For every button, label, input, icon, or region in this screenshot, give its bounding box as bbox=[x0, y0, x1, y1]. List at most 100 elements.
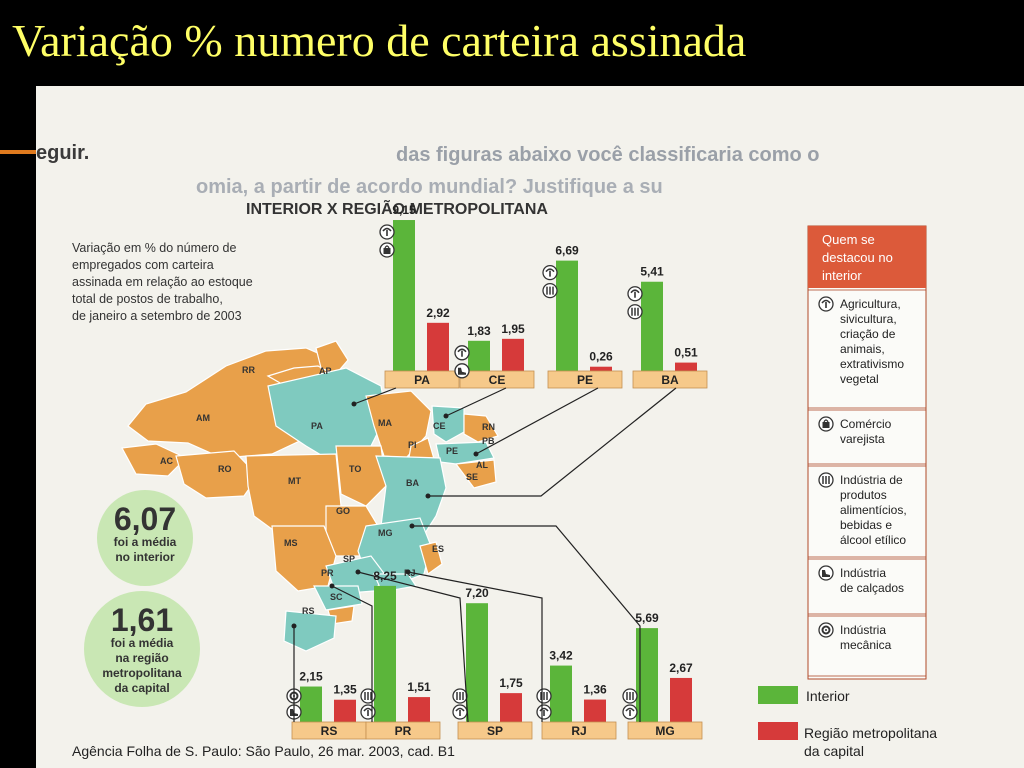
average-bubble bbox=[84, 591, 200, 707]
sidebar-frame bbox=[807, 225, 927, 680]
connector-line-pe bbox=[475, 387, 599, 455]
bar-metro-ce bbox=[502, 338, 524, 371]
map-state-label-pr: PR bbox=[321, 568, 334, 578]
average-caption-line: na região bbox=[115, 651, 168, 665]
background-text-line: omia, a partir de acordo mundial? Justif… bbox=[196, 176, 663, 198]
bar-group-pe: 6,69 0,26 PE bbox=[542, 244, 623, 389]
sidebar-title-line: interior bbox=[822, 268, 862, 283]
map-state-label-rs: RS bbox=[302, 606, 315, 616]
data-label-metro-rj: 1,36 bbox=[583, 683, 607, 697]
bar-group-sp: 7,20 1,75 SP bbox=[452, 586, 533, 740]
connector-dot-pa bbox=[351, 401, 357, 407]
food-industry-icon bbox=[627, 304, 643, 320]
average-bubble bbox=[97, 490, 193, 586]
agriculture-icon bbox=[622, 704, 638, 720]
food-industry-icon bbox=[536, 688, 552, 704]
map-region-al-se bbox=[454, 459, 497, 489]
sidebar-title-line: Quem se bbox=[822, 232, 875, 247]
map-region-ce bbox=[431, 405, 465, 443]
connector-dot-ce bbox=[443, 413, 449, 419]
accent-divider bbox=[0, 150, 40, 154]
scanned-figure: eguir. das figuras abaixo você classific… bbox=[36, 86, 1024, 768]
food-industry-icon-shape bbox=[626, 692, 634, 700]
bar-metro-rs bbox=[334, 699, 356, 722]
data-label-interior-sp: 7,20 bbox=[465, 586, 489, 600]
sidebar-item-text: Comércio bbox=[840, 417, 892, 431]
average-value: 6,07 bbox=[114, 501, 176, 537]
connector-line-sp bbox=[357, 571, 469, 723]
map-state-label-mg: MG bbox=[378, 528, 393, 538]
category-box-mg bbox=[627, 721, 703, 740]
category-label-pe: PE bbox=[577, 373, 593, 387]
sidebar-item-text: Indústria de bbox=[840, 473, 903, 487]
map-state-label-ms: MS bbox=[284, 538, 298, 548]
sidebar-item-text: Indústria bbox=[840, 623, 886, 637]
bar-interior-pr bbox=[374, 585, 396, 722]
legend-swatch-metro bbox=[758, 722, 798, 740]
sidebar-item-frame bbox=[807, 615, 927, 677]
legend-label-metro: Região metropolitana bbox=[804, 725, 937, 741]
average-caption-line: foi a média bbox=[111, 636, 174, 650]
mechanics-icon-hub bbox=[825, 629, 827, 631]
connector-dot-ba bbox=[425, 493, 431, 499]
sidebar-item-frame bbox=[807, 289, 927, 409]
food-industry-icon-shape bbox=[364, 692, 372, 700]
bar-metro-pr bbox=[408, 697, 430, 722]
food-industry-icon bbox=[360, 688, 376, 704]
map-state-label-pe: PE bbox=[446, 446, 458, 456]
map-region-to bbox=[335, 445, 387, 507]
bar-interior-pe bbox=[556, 260, 578, 371]
map-region-pr bbox=[313, 585, 363, 611]
retail-icon-shape bbox=[822, 422, 830, 428]
bar-group-ce: 1,83 1,95 CE bbox=[454, 322, 535, 389]
category-label-ba: BA bbox=[661, 373, 679, 387]
sidebar-item-3: Indústria deprodutosalimentícios,bebidas… bbox=[807, 465, 927, 558]
map-state-label-go: GO bbox=[336, 506, 350, 516]
category-box-pe bbox=[547, 370, 623, 389]
bar-metro-pa bbox=[427, 322, 449, 371]
food-industry-icon-shape bbox=[540, 692, 548, 700]
map-state-label-ce: CE bbox=[433, 421, 446, 431]
map-state-label-pi: PI bbox=[408, 440, 417, 450]
connector-line-rj bbox=[407, 571, 543, 722]
sidebar-item-text: Agricultura, bbox=[840, 297, 901, 311]
map-state-label-ro: RO bbox=[218, 464, 232, 474]
chart-subtitle-line: empregados com carteira bbox=[72, 258, 214, 272]
bar-interior-sp bbox=[466, 603, 488, 722]
food-industry-icon-shape bbox=[456, 692, 464, 700]
bar-metro-mg bbox=[670, 677, 692, 722]
connector-dot-rj bbox=[405, 569, 411, 575]
food-industry-icon bbox=[452, 688, 468, 704]
category-box-rj bbox=[541, 721, 617, 740]
background-text-line: das figuras abaixo você classificaria co… bbox=[396, 144, 820, 166]
data-label-interior-ce: 1,83 bbox=[467, 324, 491, 338]
bar-group-pr: 8,25 1,51 PR bbox=[360, 569, 441, 740]
category-label-pr: PR bbox=[395, 724, 412, 738]
agriculture-icon bbox=[627, 286, 643, 302]
category-label-pa: PA bbox=[414, 373, 430, 387]
map-region-ro bbox=[175, 450, 259, 499]
sidebar-item-1: Agricultura,sivicultura,criação deanimai… bbox=[807, 289, 927, 409]
bar-group-ba: 5,41 0,51 BA bbox=[627, 265, 708, 389]
sidebar-item-text: bebidas e bbox=[840, 518, 892, 532]
chart-subtitle-line: total de postos de trabalho, bbox=[72, 292, 223, 306]
food-industry-icon-shape bbox=[546, 286, 554, 295]
sidebar-item-text: álcool etílico bbox=[840, 533, 906, 547]
agriculture-icon-shape bbox=[539, 707, 549, 716]
map-state-label-sp: SP bbox=[343, 554, 355, 564]
data-label-metro-pa: 2,92 bbox=[426, 306, 450, 320]
retail-icon-handle bbox=[823, 419, 829, 423]
bar-interior-rs bbox=[300, 686, 322, 722]
map-region-rs bbox=[283, 610, 337, 652]
map-state-label-se: SE bbox=[466, 472, 478, 482]
retail-icon-handle bbox=[384, 245, 390, 249]
slide-title: Variação % numero de carteira assinada bbox=[12, 15, 747, 66]
footwear-icon bbox=[454, 363, 470, 379]
bleed-through-text: eguir. das figuras abaixo você classific… bbox=[36, 86, 1024, 768]
source-note: Agência Folha de S. Paulo: São Paulo, 26… bbox=[72, 743, 455, 759]
food-industry-icon-shape bbox=[822, 476, 830, 484]
map-state-label-es: ES bbox=[432, 544, 444, 554]
data-label-interior-rj: 3,42 bbox=[549, 649, 573, 663]
